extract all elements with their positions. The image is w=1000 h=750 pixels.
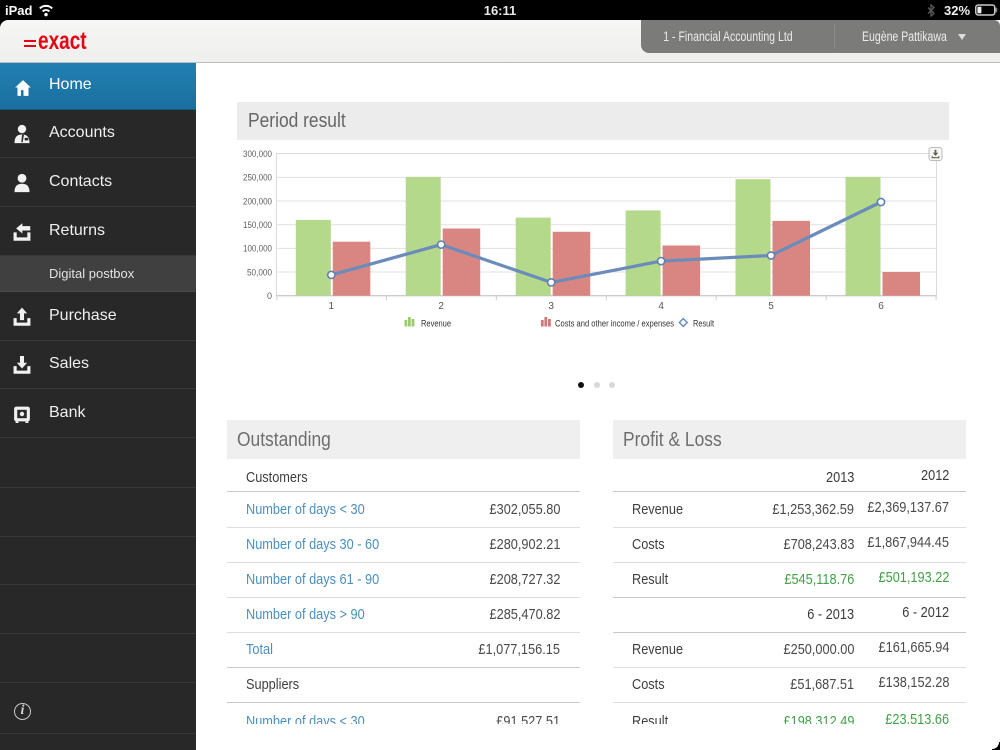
svg-text:50,000: 50,000: [247, 267, 272, 277]
svg-text:3: 3: [548, 301, 554, 312]
svg-text:200,000: 200,000: [243, 196, 272, 206]
svg-text:5: 5: [768, 301, 774, 312]
svg-text:0: 0: [267, 291, 272, 301]
svg-text:300,000: 300,000: [243, 149, 272, 159]
svg-text:4: 4: [658, 301, 664, 312]
svg-text:1: 1: [329, 301, 335, 312]
svg-text:Costs and other income / expen: Costs and other income / expenses: [555, 319, 674, 329]
svg-text:Result: Result: [693, 319, 714, 329]
svg-text:250,000: 250,000: [243, 173, 272, 183]
svg-text:100,000: 100,000: [243, 244, 272, 254]
svg-text:Revenue: Revenue: [421, 319, 451, 329]
svg-text:2: 2: [438, 301, 444, 312]
svg-text:150,000: 150,000: [243, 220, 272, 230]
svg-text:6: 6: [878, 301, 884, 312]
